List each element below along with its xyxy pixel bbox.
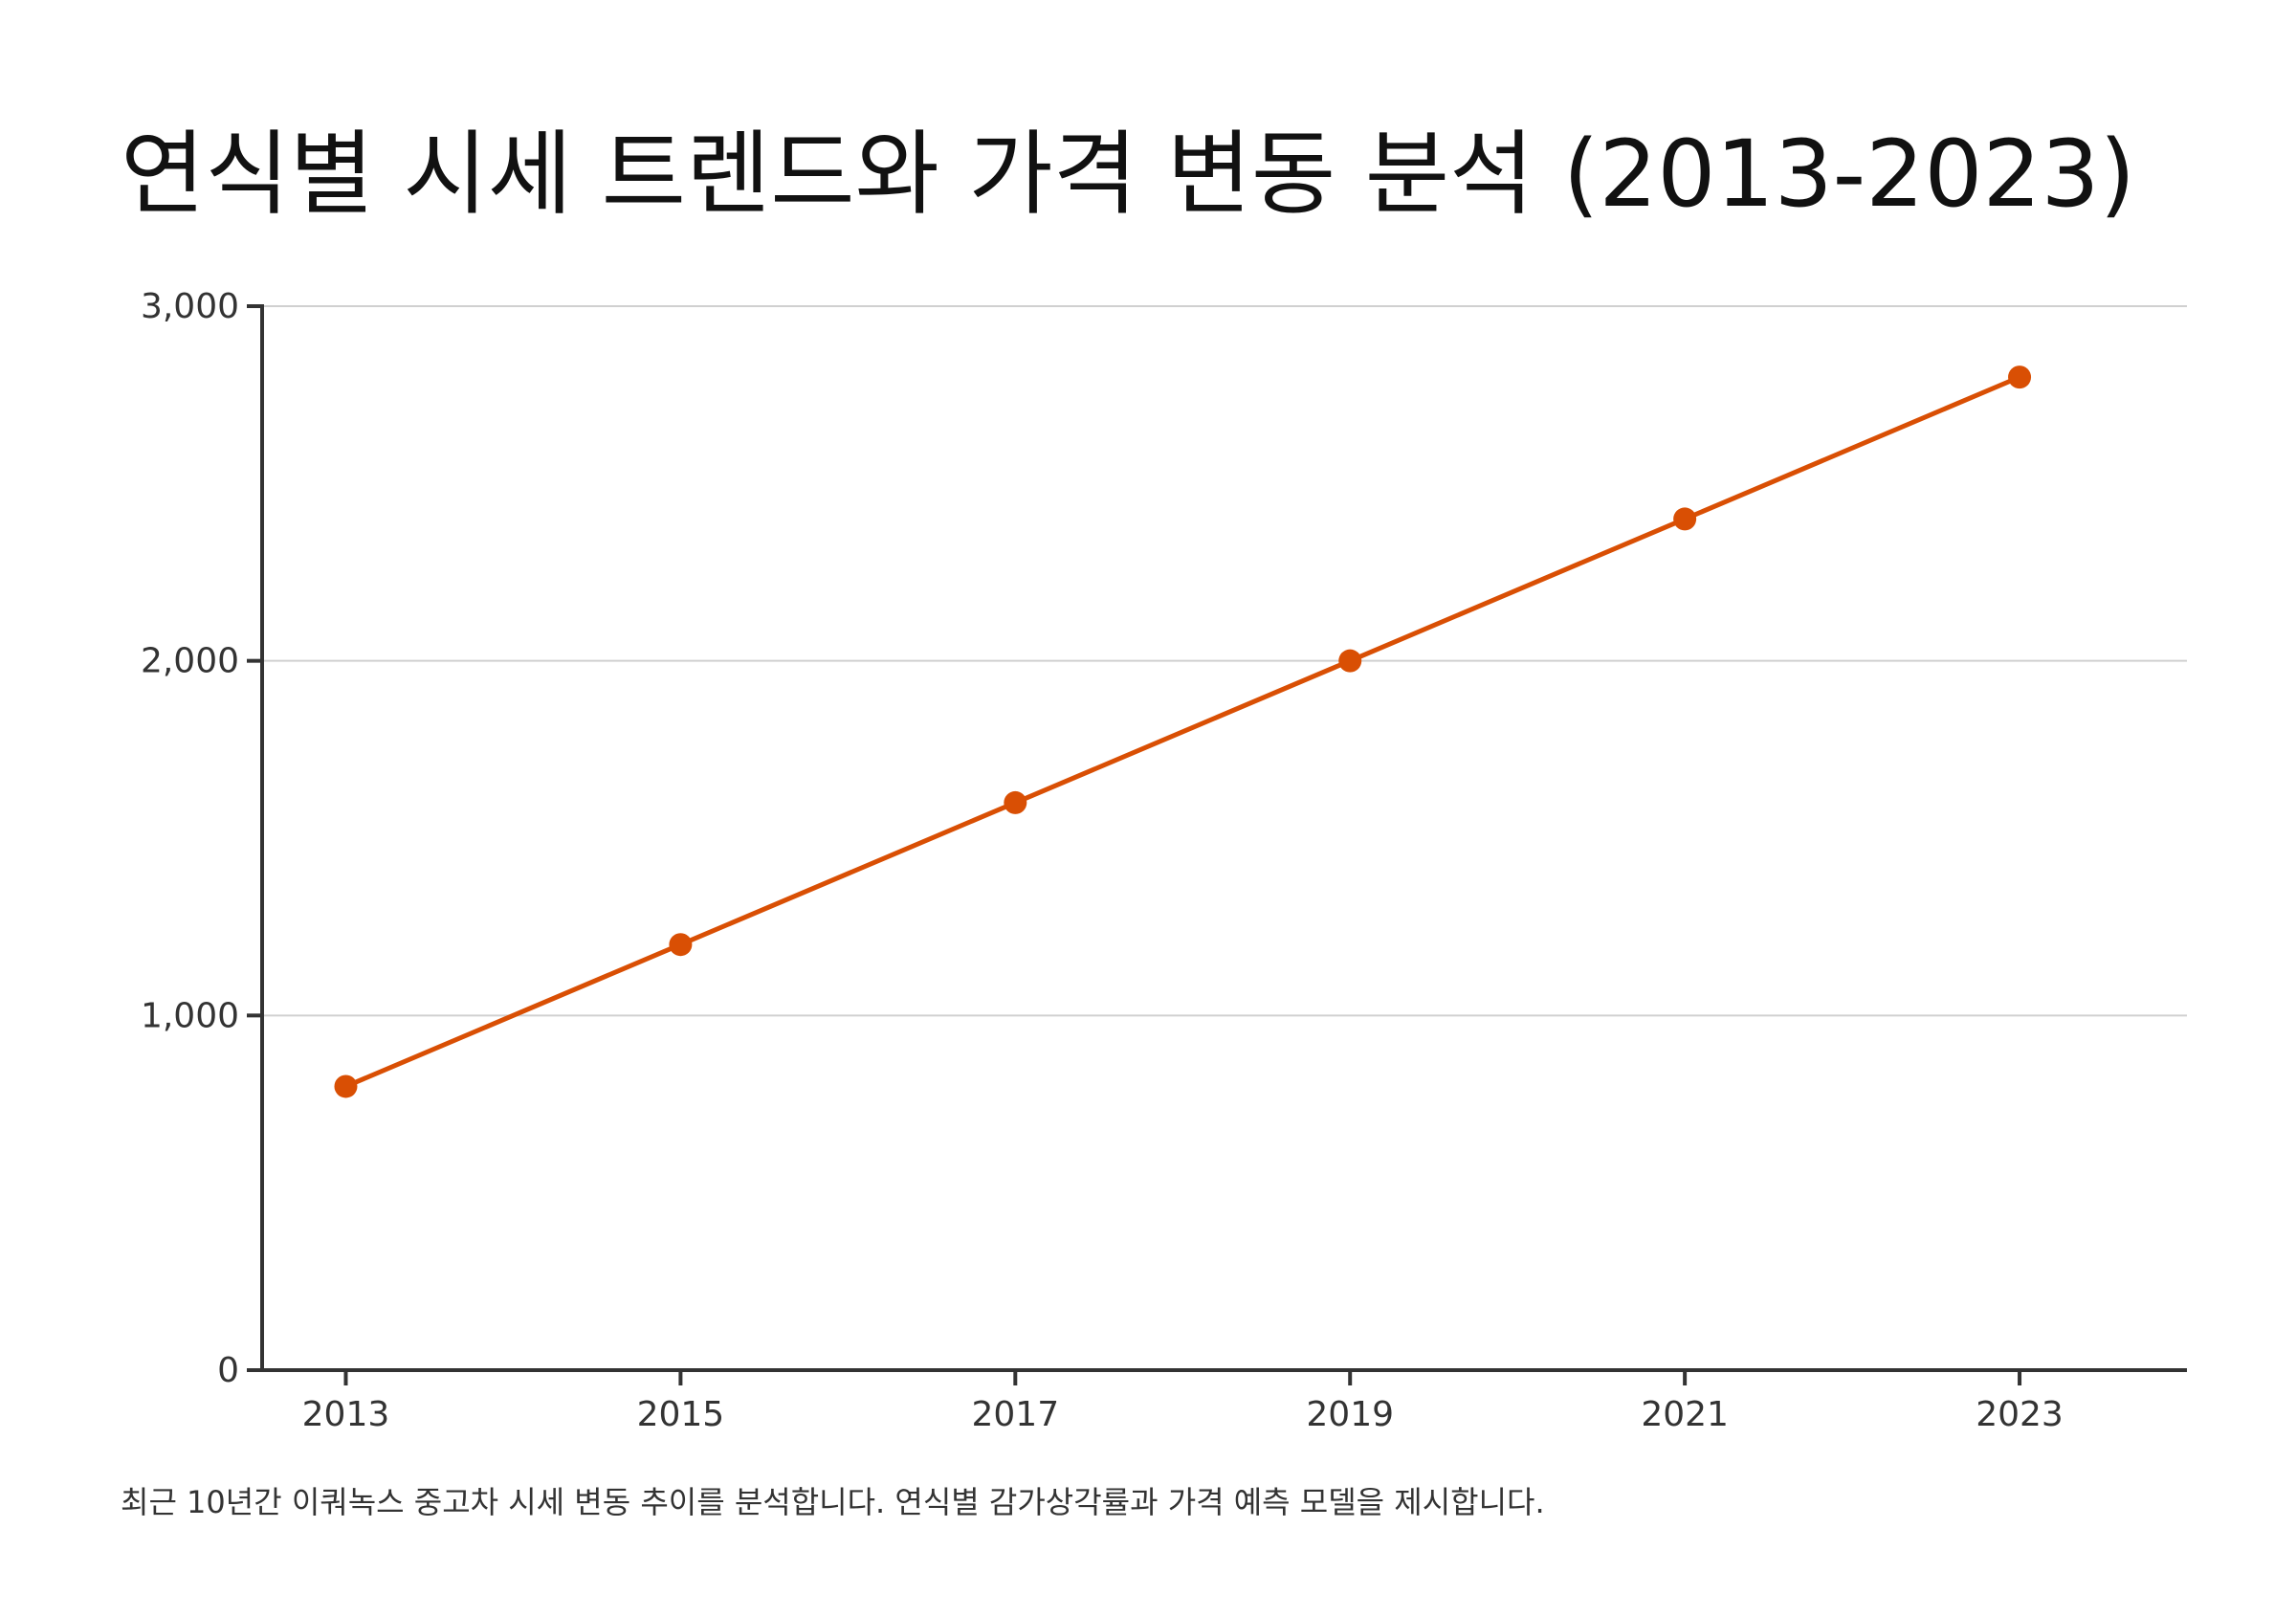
data-point [1004,790,1027,814]
chart-caption: 최근 10년간 이쿼녹스 중고차 시세 변동 추이를 분석합니다. 연식별 감가… [121,1484,1545,1520]
grid-lines [262,305,2187,1017]
x-axis-ticks: 2013 2015 2017 2019 2021 2023 [302,1370,2064,1434]
x-tick-label: 2015 [637,1395,725,1434]
data-point [1673,507,1697,531]
data-point [2008,365,2032,389]
y-tick-label: 1,000 [141,996,239,1035]
axes [260,304,2187,1372]
x-tick-label: 2023 [1976,1395,2064,1434]
data-point [334,1074,358,1098]
y-tick-label: 0 [217,1351,239,1390]
data-point [1338,649,1362,673]
series-price [334,365,2032,1098]
x-tick-label: 2021 [1641,1395,1729,1434]
data-point [669,933,693,957]
y-tick-label: 2,000 [141,642,239,681]
x-tick-label: 2017 [971,1395,1059,1434]
y-tick-label: 3,000 [141,287,239,326]
x-tick-label: 2013 [302,1395,390,1434]
y-axis-ticks: 0 1,000 2,000 3,000 [141,287,262,1390]
chart-title: 연식별 시세 트렌드와 가격 변동 분석 (2013-2023) [121,121,2136,228]
x-tick-label: 2019 [1306,1395,1394,1434]
series-line [344,374,2021,1089]
